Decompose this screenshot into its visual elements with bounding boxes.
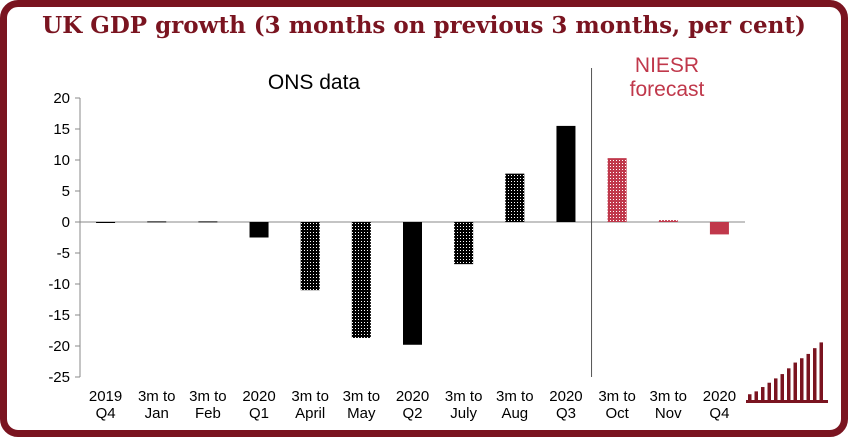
logo-base xyxy=(746,400,828,403)
logo-bar xyxy=(748,394,752,400)
logo-bar xyxy=(774,378,778,400)
bars xyxy=(96,125,729,345)
x-tick-label: Q2 xyxy=(402,405,422,422)
y-tick-label: -20 xyxy=(48,338,70,355)
logo-bar xyxy=(819,342,823,400)
bar-3m-to-aug xyxy=(505,173,525,222)
bar-3m-to-july xyxy=(454,222,474,265)
y-tick-label: -10 xyxy=(48,276,70,293)
y-tick-label: 15 xyxy=(53,121,70,138)
logo-bar xyxy=(761,387,765,400)
bar-2019-q4 xyxy=(96,222,116,223)
x-tick-label: May xyxy=(347,405,376,422)
x-tick-label: 2020 xyxy=(242,388,275,405)
bar-3m-to-nov xyxy=(658,220,678,222)
x-tick-label: 2020 xyxy=(549,388,582,405)
x-tick-label: 2020 xyxy=(396,388,429,405)
niesr-logo-icon xyxy=(746,342,828,403)
bar-2020-q4 xyxy=(709,222,729,235)
niesr-forecast-label: NIESR xyxy=(635,54,699,77)
logo-bar xyxy=(767,382,771,400)
x-tick-label: 3m to xyxy=(189,388,227,405)
x-tick-label: Q4 xyxy=(96,405,116,422)
bar-2020-q1 xyxy=(249,222,269,238)
y-tick-label: 0 xyxy=(62,214,70,231)
logo-bar xyxy=(813,348,817,400)
x-tick-label: Nov xyxy=(655,405,682,422)
bar-3m-to-may xyxy=(351,222,371,338)
x-tick-label: July xyxy=(450,405,477,422)
ons-data-label: ONS data xyxy=(268,71,361,94)
logo-bar xyxy=(780,374,784,400)
x-tick-label: Oct xyxy=(605,405,629,422)
niesr-forecast-label: forecast xyxy=(630,78,705,101)
bar-3m-to-jan xyxy=(147,221,167,223)
x-tick-label: Q3 xyxy=(556,405,576,422)
logo-bar xyxy=(793,362,797,400)
y-tick-label: -25 xyxy=(48,369,70,386)
x-tick-label: 3m to xyxy=(138,388,176,405)
y-axis: 20 15 10 5 0 -5 -10 -15 -20 -25 xyxy=(48,90,745,386)
bar-3m-to-april xyxy=(300,222,320,291)
bar-3m-to-oct xyxy=(607,158,627,222)
bar-3m-to-feb xyxy=(198,221,218,223)
logo-bar xyxy=(754,391,758,400)
x-tick-label: Q4 xyxy=(709,405,729,422)
logo-bar xyxy=(806,353,810,400)
y-tick-label: -15 xyxy=(48,307,70,324)
x-tick-label: 3m to xyxy=(496,388,534,405)
bar-2020-q2 xyxy=(403,222,422,345)
logo-bar xyxy=(800,358,804,400)
x-tick-label: 2019 xyxy=(89,388,122,405)
y-tick-label: 10 xyxy=(53,152,70,169)
x-tick-label: Q1 xyxy=(249,405,269,422)
x-tick-label: 3m to xyxy=(291,388,329,405)
logo-bar xyxy=(787,368,791,400)
x-tick-label: Aug xyxy=(501,405,528,422)
x-tick-label: 3m to xyxy=(650,388,688,405)
x-tick-label: 3m to xyxy=(445,388,483,405)
x-tick-label: April xyxy=(295,405,325,422)
x-tick-label: 3m to xyxy=(598,388,636,405)
y-tick-label: -5 xyxy=(57,245,70,262)
y-tick-label: 20 xyxy=(53,90,70,107)
y-tick-label: 5 xyxy=(62,183,70,200)
x-tick-label: 3m to xyxy=(343,388,381,405)
x-tick-label: Jan xyxy=(145,405,169,422)
x-tick-label: 2020 xyxy=(703,388,736,405)
chart-title: UK GDP growth (3 months on previous 3 mo… xyxy=(42,12,806,39)
x-tick-label: Feb xyxy=(195,405,221,422)
bar-2020-q3 xyxy=(556,125,576,222)
